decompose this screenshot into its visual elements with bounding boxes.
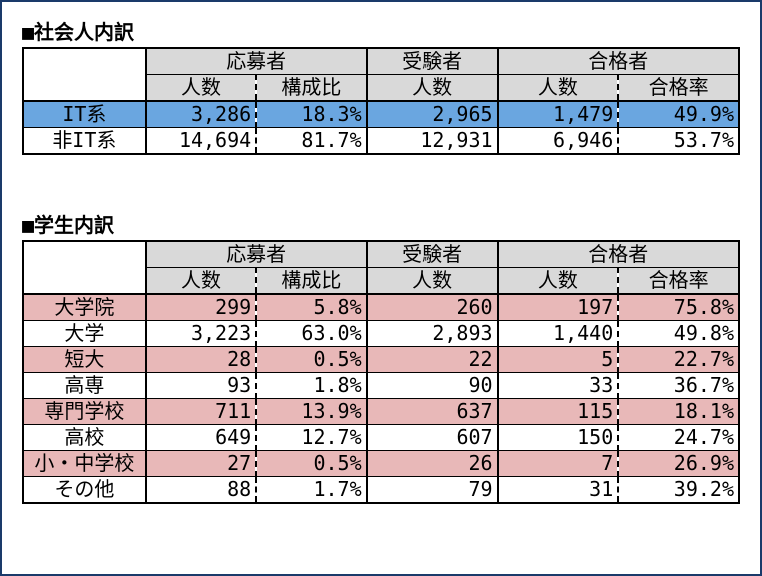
cell-applicants-ratio: 0.5% (256, 451, 366, 477)
cell-pass-rate: 26.9% (618, 451, 739, 477)
cell-applicants-count: 649 (146, 425, 256, 451)
cell-applicants-ratio: 63.0% (256, 321, 366, 347)
cell-pass-rate: 22.7% (618, 347, 739, 373)
row-label: 短大 (23, 347, 146, 373)
cell-passers-count: 5 (498, 347, 619, 373)
cell-passers-count: 197 (498, 294, 619, 321)
cell-examinees-count: 12,931 (367, 128, 498, 155)
table2-sub-app-ratio: 構成比 (256, 268, 366, 295)
cell-pass-rate: 39.2% (618, 477, 739, 504)
table1-sub-exam-count: 人数 (367, 75, 498, 102)
cell-applicants-ratio: 1.7% (256, 477, 366, 504)
table1-header-row1: 応募者 受験者 合格者 (23, 48, 739, 75)
cell-examinees-count: 607 (367, 425, 498, 451)
cell-applicants-count: 27 (146, 451, 256, 477)
cell-pass-rate: 36.7% (618, 373, 739, 399)
table2-title: ■学生内訳 (22, 209, 740, 238)
cell-examinees-count: 22 (367, 347, 498, 373)
cell-applicants-count: 711 (146, 399, 256, 425)
table1-group-examinees: 受験者 (367, 48, 498, 75)
row-label: 専門学校 (23, 399, 146, 425)
table-row: 高校64912.7%60715024.7% (23, 425, 739, 451)
table-row: 大学3,22363.0%2,8931,44049.8% (23, 321, 739, 347)
row-label: 高専 (23, 373, 146, 399)
table1-sub-app-ratio: 構成比 (256, 75, 366, 102)
row-label: 大学 (23, 321, 146, 347)
cell-passers-count: 115 (498, 399, 619, 425)
table2: 応募者 受験者 合格者 人数 構成比 人数 人数 合格率 大学院2995.8%2… (22, 240, 740, 504)
cell-applicants-ratio: 1.8% (256, 373, 366, 399)
cell-passers-count: 1,440 (498, 321, 619, 347)
cell-applicants-ratio: 0.5% (256, 347, 366, 373)
cell-examinees-count: 260 (367, 294, 498, 321)
table2-corner (23, 241, 146, 268)
cell-applicants-count: 299 (146, 294, 256, 321)
row-label: 非IT系 (23, 128, 146, 155)
cell-passers-count: 150 (498, 425, 619, 451)
cell-applicants-ratio: 18.3% (256, 101, 366, 128)
cell-examinees-count: 26 (367, 451, 498, 477)
table-row: IT系3,28618.3%2,9651,47949.9% (23, 101, 739, 128)
cell-examinees-count: 79 (367, 477, 498, 504)
cell-applicants-ratio: 13.9% (256, 399, 366, 425)
table2-header-row1: 応募者 受験者 合格者 (23, 241, 739, 268)
cell-applicants-count: 3,223 (146, 321, 256, 347)
cell-applicants-ratio: 81.7% (256, 128, 366, 155)
cell-applicants-count: 3,286 (146, 101, 256, 128)
table-row: 小・中学校270.5%26726.9% (23, 451, 739, 477)
table2-corner2 (23, 268, 146, 295)
table1-sub-app-count: 人数 (146, 75, 256, 102)
table1-group-passers: 合格者 (498, 48, 739, 75)
cell-passers-count: 7 (498, 451, 619, 477)
cell-applicants-count: 14,694 (146, 128, 256, 155)
table-row: 大学院2995.8%26019775.8% (23, 294, 739, 321)
cell-examinees-count: 2,965 (367, 101, 498, 128)
cell-applicants-ratio: 12.7% (256, 425, 366, 451)
cell-pass-rate: 49.8% (618, 321, 739, 347)
row-label: 小・中学校 (23, 451, 146, 477)
table-row: 高専931.8%903336.7% (23, 373, 739, 399)
cell-applicants-ratio: 5.8% (256, 294, 366, 321)
cell-applicants-count: 93 (146, 373, 256, 399)
cell-examinees-count: 90 (367, 373, 498, 399)
table2-sub-app-count: 人数 (146, 268, 256, 295)
cell-examinees-count: 2,893 (367, 321, 498, 347)
cell-pass-rate: 53.7% (618, 128, 739, 155)
table2-sub-pass-rate: 合格率 (618, 268, 739, 295)
cell-applicants-count: 88 (146, 477, 256, 504)
table-row: 非IT系14,69481.7%12,9316,94653.7% (23, 128, 739, 155)
cell-passers-count: 33 (498, 373, 619, 399)
row-label: 大学院 (23, 294, 146, 321)
row-label: その他 (23, 477, 146, 504)
table1-group-applicants: 応募者 (146, 48, 367, 75)
table2-group-applicants: 応募者 (146, 241, 367, 268)
table2-group-passers: 合格者 (498, 241, 739, 268)
row-label: 高校 (23, 425, 146, 451)
table-row: 専門学校71113.9%63711518.1% (23, 399, 739, 425)
cell-pass-rate: 18.1% (618, 399, 739, 425)
cell-passers-count: 31 (498, 477, 619, 504)
table1-sub-pass-rate: 合格率 (618, 75, 739, 102)
table2-header-row2: 人数 構成比 人数 人数 合格率 (23, 268, 739, 295)
table1-header-row2: 人数 構成比 人数 人数 合格率 (23, 75, 739, 102)
cell-passers-count: 1,479 (498, 101, 619, 128)
cell-examinees-count: 637 (367, 399, 498, 425)
table1-corner2 (23, 75, 146, 102)
cell-pass-rate: 24.7% (618, 425, 739, 451)
table2-group-examinees: 受験者 (367, 241, 498, 268)
table2-sub-exam-count: 人数 (367, 268, 498, 295)
table2-sub-pass-count: 人数 (498, 268, 619, 295)
row-label: IT系 (23, 101, 146, 128)
table-row: 短大280.5%22522.7% (23, 347, 739, 373)
page-container: ■社会人内訳 応募者 受験者 合格者 人数 構成比 人数 人数 合格率 IT系3… (0, 0, 762, 576)
table1-corner (23, 48, 146, 75)
table1-sub-pass-count: 人数 (498, 75, 619, 102)
cell-pass-rate: 75.8% (618, 294, 739, 321)
cell-applicants-count: 28 (146, 347, 256, 373)
cell-pass-rate: 49.9% (618, 101, 739, 128)
table1-title: ■社会人内訳 (22, 16, 740, 45)
table-row: その他881.7%793139.2% (23, 477, 739, 504)
table1: 応募者 受験者 合格者 人数 構成比 人数 人数 合格率 IT系3,28618.… (22, 47, 740, 155)
cell-passers-count: 6,946 (498, 128, 619, 155)
